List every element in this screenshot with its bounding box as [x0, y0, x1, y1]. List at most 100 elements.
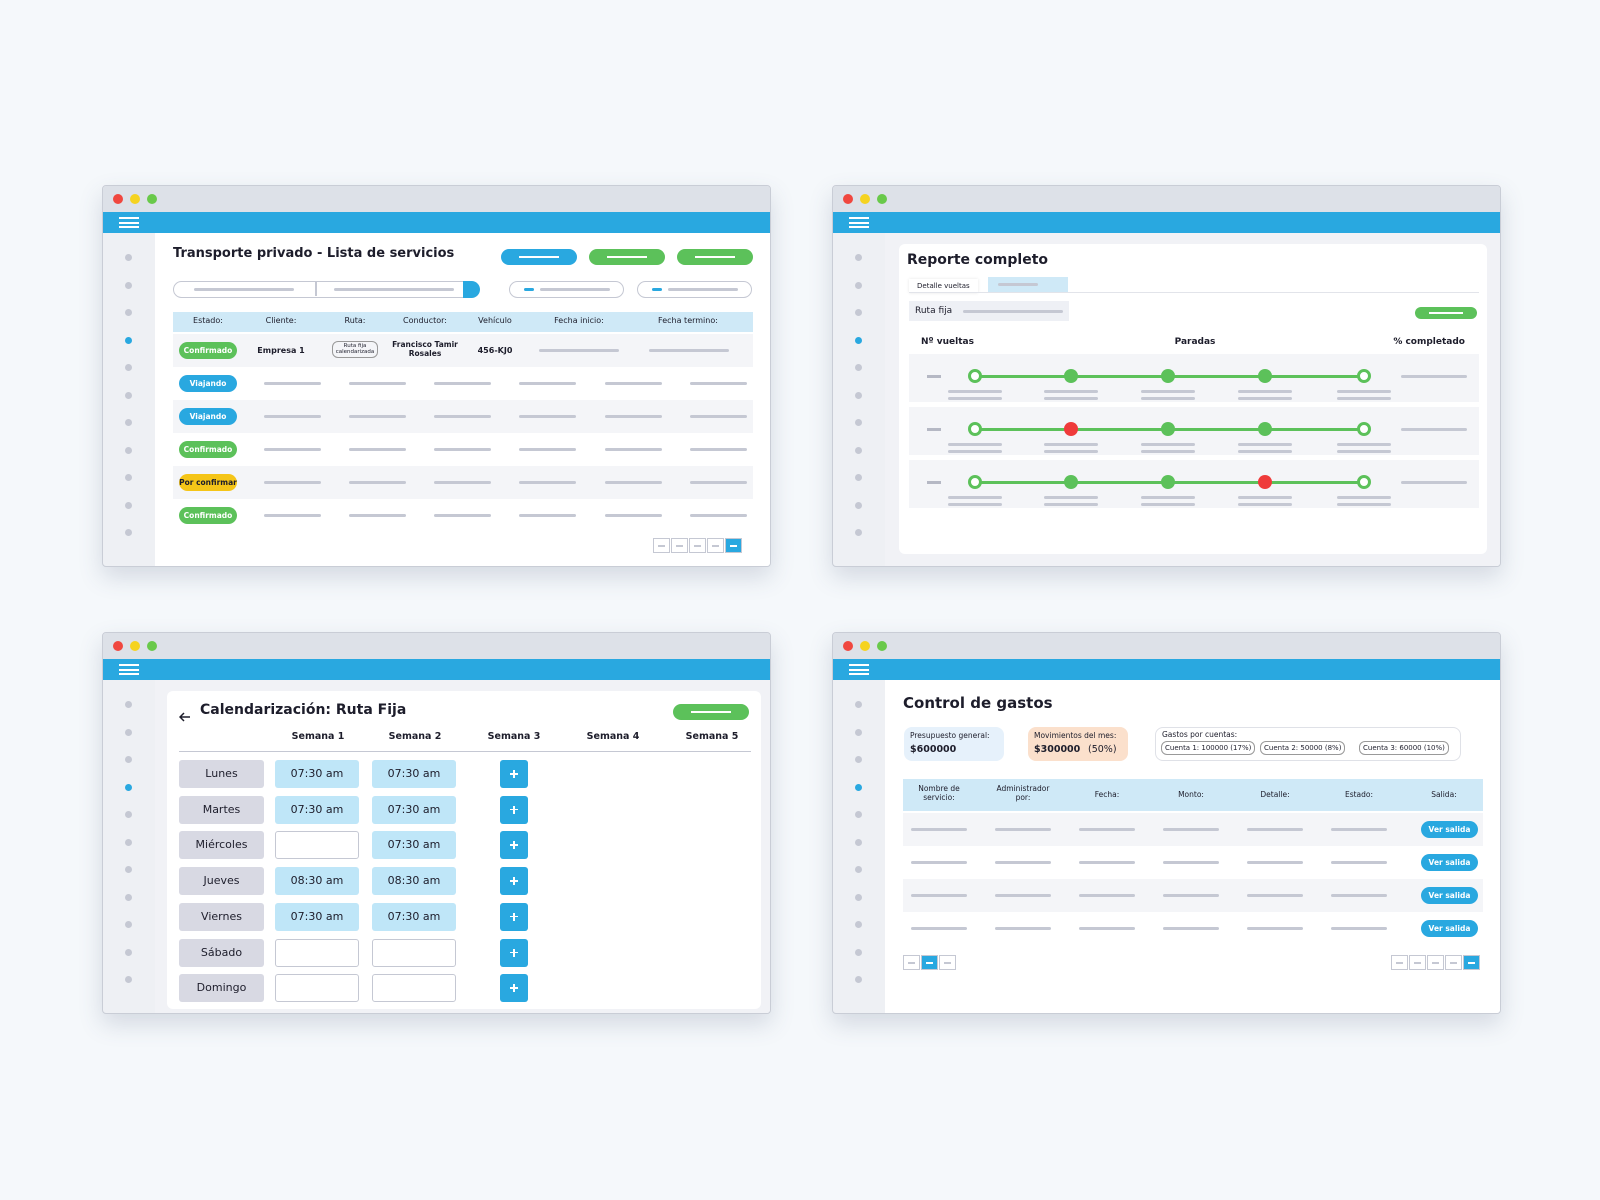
sidebar-dot[interactable]: [125, 838, 132, 846]
sidebar-dot[interactable]: [855, 254, 862, 261]
sidebar-dot[interactable]: [855, 309, 862, 316]
sidebar-dot[interactable]: [125, 336, 132, 344]
page-button[interactable]: [1445, 955, 1462, 970]
stop[interactable]: [1161, 422, 1175, 436]
sidebar-dot[interactable]: [125, 976, 132, 983]
status-badge[interactable]: Confirmado: [179, 507, 237, 524]
action-button[interactable]: [1415, 307, 1477, 319]
stop[interactable]: [968, 369, 982, 383]
time-cell[interactable]: 07:30 am: [275, 795, 359, 824]
window-dot[interactable]: [843, 641, 853, 651]
sidebar-dot[interactable]: [855, 728, 862, 736]
time-cell[interactable]: 08:30 am: [275, 867, 359, 896]
sidebar-dot[interactable]: [855, 336, 862, 344]
view-button[interactable]: Ver salida: [1421, 821, 1478, 838]
sidebar-dot[interactable]: [125, 893, 132, 901]
add-button[interactable]: [500, 831, 528, 860]
time-cell[interactable]: 08:30 am: [372, 867, 456, 896]
sidebar-dot[interactable]: [855, 838, 862, 846]
stop[interactable]: [968, 422, 982, 436]
sidebar-dot[interactable]: [125, 446, 132, 454]
page-button[interactable]: [1391, 955, 1408, 970]
sidebar-dot[interactable]: [125, 501, 132, 509]
sidebar-dot[interactable]: [855, 976, 862, 983]
time-cell[interactable]: 07:30 am: [275, 902, 359, 931]
sidebar-dot[interactable]: [125, 783, 132, 791]
window-dot[interactable]: [147, 194, 157, 204]
status-badge[interactable]: Confirmado: [179, 342, 237, 359]
sidebar-dot[interactable]: [855, 281, 862, 289]
sidebar-dot[interactable]: [125, 948, 132, 956]
stop[interactable]: [1258, 369, 1272, 383]
sidebar-dot[interactable]: [125, 529, 132, 536]
filter-select[interactable]: [509, 281, 624, 298]
window-dot[interactable]: [877, 641, 887, 651]
stop[interactable]: [1161, 369, 1175, 383]
page-button[interactable]: [1409, 955, 1426, 970]
page-button[interactable]: [939, 955, 956, 970]
add-button[interactable]: [500, 795, 528, 824]
view-button[interactable]: Ver salida: [1421, 887, 1478, 904]
menu-line[interactable]: [849, 217, 869, 219]
page-button[interactable]: [653, 538, 670, 553]
sidebar-dot[interactable]: [855, 419, 862, 426]
search-button[interactable]: [463, 281, 480, 298]
view-button[interactable]: Ver salida: [1421, 854, 1478, 871]
status-badge[interactable]: Confirmado: [179, 441, 237, 458]
stop[interactable]: [1258, 422, 1272, 436]
stop[interactable]: [1357, 422, 1371, 436]
sidebar-dot[interactable]: [125, 728, 132, 736]
page-button[interactable]: [689, 538, 706, 553]
time-cell[interactable]: 07:30 am: [275, 760, 359, 788]
sidebar-dot[interactable]: [855, 474, 862, 481]
window-dot[interactable]: [843, 194, 853, 204]
sidebar-dot[interactable]: [125, 921, 132, 928]
sidebar-dot[interactable]: [855, 921, 862, 928]
sidebar-dot[interactable]: [855, 866, 862, 873]
window-dot[interactable]: [113, 641, 123, 651]
stop[interactable]: [1161, 475, 1175, 489]
time-cell[interactable]: [372, 974, 456, 1003]
menu-line[interactable]: [119, 217, 139, 219]
sidebar-dot[interactable]: [125, 474, 132, 481]
add-button[interactable]: [500, 760, 528, 788]
stop[interactable]: [1064, 475, 1078, 489]
sidebar-dot[interactable]: [125, 254, 132, 261]
stop[interactable]: [1357, 369, 1371, 383]
route-field[interactable]: Ruta fija: [909, 301, 1069, 321]
window-dot[interactable]: [860, 194, 870, 204]
time-cell[interactable]: [372, 938, 456, 967]
action-button[interactable]: [677, 249, 753, 265]
add-button[interactable]: [500, 974, 528, 1003]
page-button[interactable]: [1427, 955, 1444, 970]
menu-line[interactable]: [849, 664, 869, 666]
time-cell[interactable]: 07:30 am: [372, 902, 456, 931]
sidebar-dot[interactable]: [125, 364, 132, 371]
add-button[interactable]: [500, 938, 528, 967]
time-cell[interactable]: 07:30 am: [372, 831, 456, 860]
page-button[interactable]: [1463, 955, 1480, 970]
window-dot[interactable]: [130, 194, 140, 204]
window-dot[interactable]: [877, 194, 887, 204]
page-button[interactable]: [671, 538, 688, 553]
window-dot[interactable]: [130, 641, 140, 651]
sidebar-dot[interactable]: [125, 309, 132, 316]
time-cell[interactable]: 07:30 am: [372, 795, 456, 824]
window-dot[interactable]: [860, 641, 870, 651]
sidebar-dot[interactable]: [855, 948, 862, 956]
window-dot[interactable]: [113, 194, 123, 204]
add-button[interactable]: [500, 902, 528, 931]
status-badge[interactable]: Viajando: [179, 408, 237, 425]
sidebar-dot[interactable]: [855, 701, 862, 708]
stop[interactable]: [1064, 422, 1078, 436]
menu-line[interactable]: [119, 664, 139, 666]
stop[interactable]: [968, 475, 982, 489]
sidebar-dot[interactable]: [855, 529, 862, 536]
sidebar-dot[interactable]: [855, 446, 862, 454]
sidebar-dot[interactable]: [125, 281, 132, 289]
sidebar-dot[interactable]: [855, 756, 862, 763]
filter-select[interactable]: [637, 281, 752, 298]
time-cell[interactable]: [275, 974, 359, 1003]
status-badge[interactable]: Por confirmar: [179, 474, 237, 491]
add-button[interactable]: [500, 867, 528, 896]
